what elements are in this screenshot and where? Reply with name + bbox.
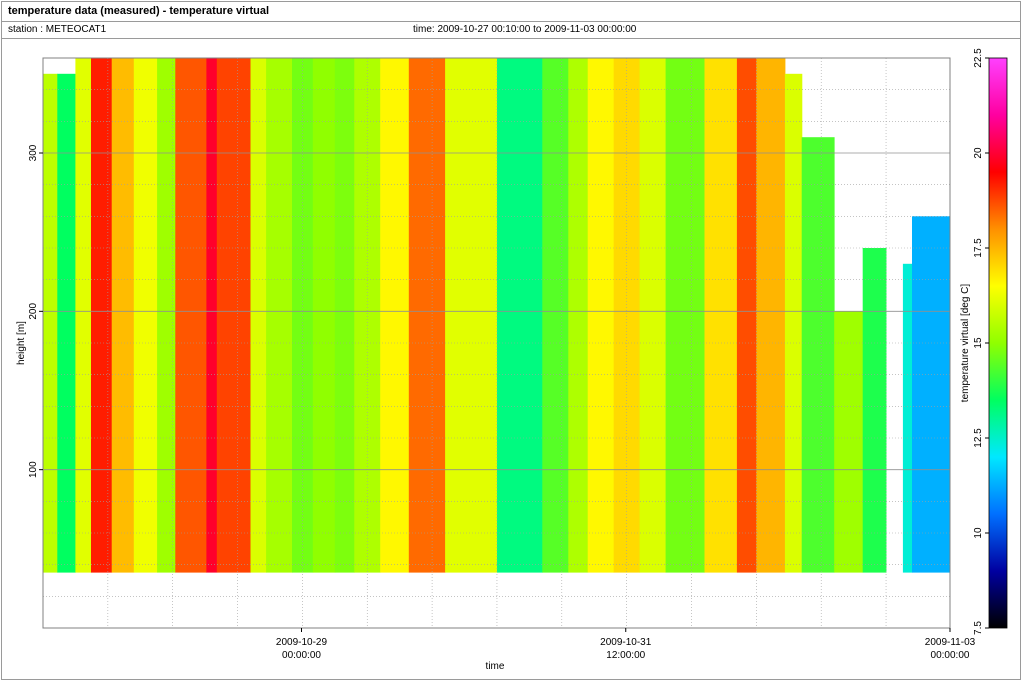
- x-tick-label-date: 2009-11-03: [925, 637, 976, 648]
- heatmap-cell: [704, 58, 738, 573]
- heatmap-cell: [57, 73, 76, 573]
- plot-border: [42, 57, 951, 629]
- heatmap-cell: [157, 58, 176, 573]
- colorbar: [988, 57, 1008, 629]
- heatmap-cell: [542, 58, 569, 573]
- x-axis-label: time: [486, 661, 505, 672]
- colorbar-tick-label: 12.5: [973, 428, 984, 448]
- heatmap-cell: [111, 58, 135, 573]
- colorbar-label: temperature virtual [deg C]: [960, 284, 971, 403]
- colorbar-tick-label: 17.5: [973, 238, 984, 258]
- heatmap-cell: [801, 137, 835, 573]
- x-tick-label-date: 2009-10-31: [600, 637, 652, 648]
- heatmap-cell: [665, 58, 705, 573]
- y-tick-label: 200: [28, 303, 39, 320]
- colorbar-tick-label: 15: [973, 337, 984, 349]
- x-tick-label-time: 00:00:00: [282, 650, 321, 661]
- x-tick-label-time: 00:00:00: [931, 650, 970, 661]
- heatmap-cell: [568, 58, 589, 573]
- heatmap-cell: [380, 58, 410, 573]
- heatmap-cell: [312, 58, 336, 573]
- heatmap-cell: [292, 58, 314, 573]
- heatmap-cell: [912, 216, 951, 573]
- colorbar-tick-label: 7.5: [973, 621, 984, 635]
- heatmap-cell: [250, 58, 267, 573]
- heatmap-cell: [613, 58, 641, 573]
- heatmap-cell: [862, 248, 887, 573]
- heatmap-cell: [736, 58, 757, 573]
- heatmap-cell: [497, 58, 543, 573]
- y-tick-label: 100: [28, 461, 39, 478]
- station-label: station : METEOCAT1: [8, 24, 107, 35]
- chart-title: temperature data (measured) - temperatur…: [8, 5, 270, 17]
- time-range-label: time: 2009-10-27 00:10:00 to 2009-11-03 …: [413, 24, 637, 35]
- heatmap-cell: [587, 58, 615, 573]
- heatmap-cell: [266, 58, 293, 573]
- colorbar-tick-label: 10: [973, 527, 984, 539]
- colorbar-tick-label: 20: [973, 147, 984, 159]
- heatmap-cell: [639, 58, 666, 573]
- x-tick-label-date: 2009-10-29: [276, 637, 328, 648]
- heatmap-cell: [334, 58, 355, 573]
- heatmap-cell: [902, 263, 913, 573]
- heatmap-cell: [784, 73, 803, 573]
- heatmap-cell: [206, 58, 218, 573]
- heatmap-cell: [133, 58, 158, 573]
- colorbar-tick-label: 22.5: [973, 48, 984, 68]
- heatmap-cell: [175, 58, 207, 573]
- heatmap-cell: [834, 311, 864, 573]
- heatmap-cell: [216, 58, 251, 573]
- y-tick-label: 300: [28, 144, 39, 161]
- heatmap-cell: [445, 58, 498, 573]
- title-bar: temperature data (measured) - temperatur…: [2, 2, 1020, 22]
- heatmap-cell: [354, 58, 381, 573]
- y-axis-label: height [m]: [16, 321, 27, 365]
- info-bar: station : METEOCAT1 time: 2009-10-27 00:…: [2, 22, 1020, 39]
- heatmap-cell: [43, 73, 58, 573]
- heatmap-cell: [91, 58, 113, 573]
- heatmap-cell: [408, 58, 446, 573]
- heatmap-cell: [75, 58, 92, 573]
- heatmap-cell: [756, 58, 786, 573]
- x-tick-label-time: 12:00:00: [606, 650, 645, 661]
